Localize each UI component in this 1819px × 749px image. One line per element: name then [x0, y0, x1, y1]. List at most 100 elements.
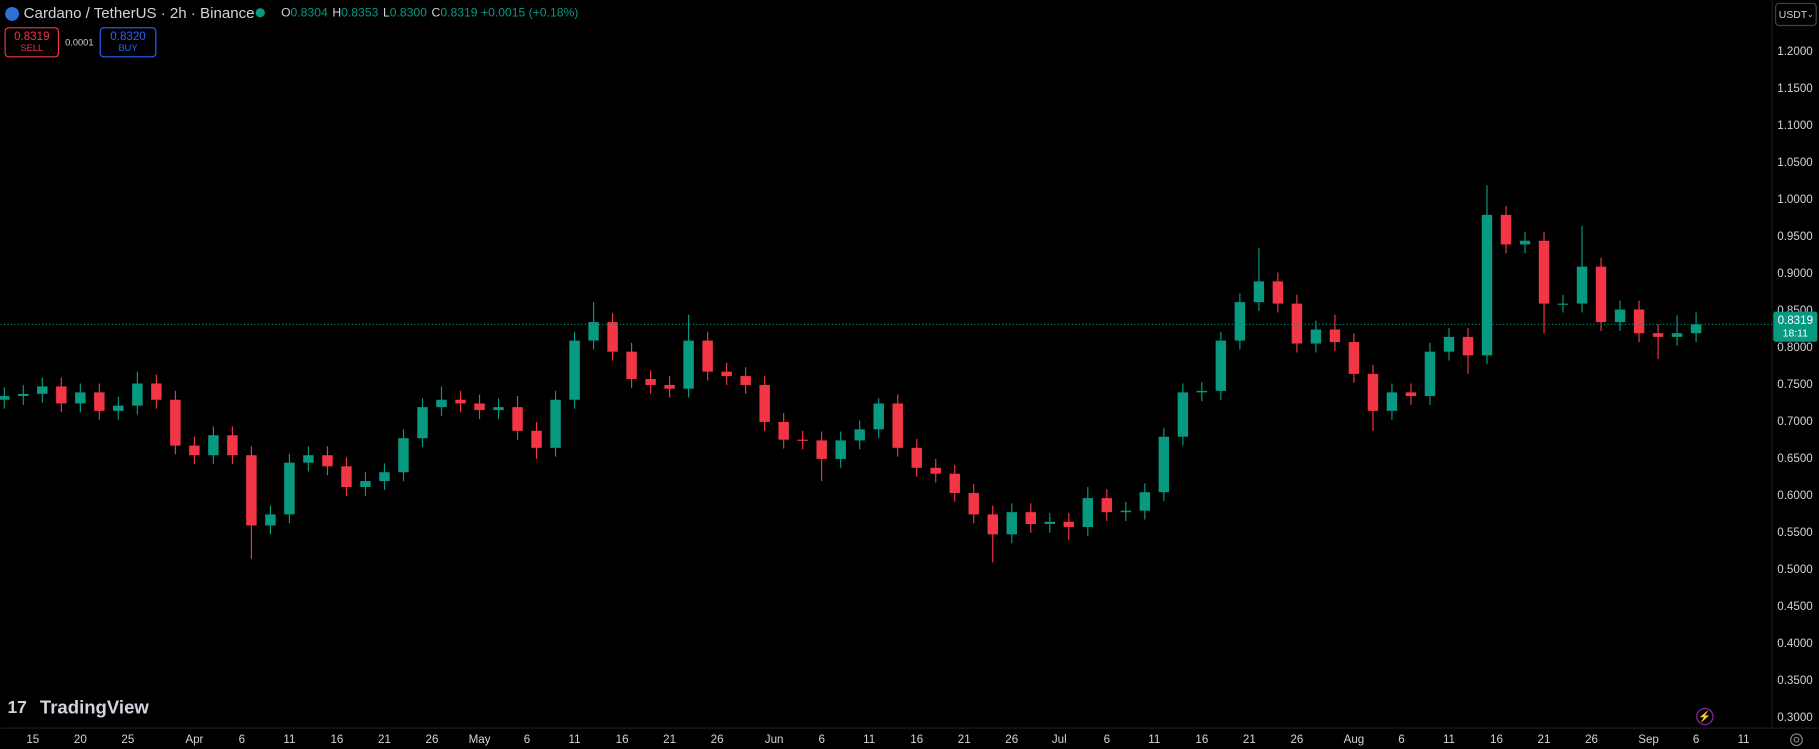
candle-body — [1044, 521, 1056, 525]
y-tick-label: 0.6000 — [1777, 490, 1812, 502]
brand-name[interactable]: TradingView — [40, 696, 149, 717]
candle-body — [360, 481, 371, 488]
ohlc-key: H — [332, 6, 341, 20]
ohlc-value: 0.8319 — [440, 6, 477, 20]
x-tick-label: 21 — [1243, 734, 1256, 746]
candle-body — [1538, 240, 1550, 304]
candle-body — [512, 407, 523, 431]
candle-body — [75, 392, 86, 404]
x-tick-label: 21 — [958, 734, 971, 746]
candle-body — [645, 379, 656, 385]
sell-button[interactable] — [4, 27, 60, 58]
price-tag-value: 0.8319 — [1778, 315, 1813, 327]
candle-body — [664, 384, 675, 389]
candle-body — [1291, 303, 1303, 344]
candle-body — [94, 392, 105, 411]
candle-body — [113, 405, 124, 411]
y-tick-label: 0.3000 — [1777, 712, 1812, 724]
x-tick-label: 21 — [378, 734, 391, 746]
candle-body — [987, 514, 998, 535]
candle-body — [835, 440, 846, 459]
ohlc-value: 0.8300 — [390, 6, 427, 20]
candle-body — [208, 435, 219, 456]
x-tick-label: 6 — [1104, 734, 1110, 746]
candle-body — [1348, 342, 1360, 374]
spread: 0.0001 — [65, 37, 93, 47]
candle-body — [1196, 390, 1208, 393]
ohlc-key: C — [432, 6, 441, 20]
price-tag — [1773, 311, 1818, 342]
candle-body — [1101, 498, 1113, 513]
candle-body — [1443, 336, 1455, 352]
x-tick-label: 6 — [818, 734, 824, 746]
x-tick-label: 26 — [1290, 734, 1303, 746]
y-tick-label: 0.4500 — [1777, 601, 1812, 613]
market-status[interactable] — [255, 8, 265, 18]
candle-body — [550, 399, 561, 448]
y-tick-label: 0.4000 — [1777, 638, 1812, 650]
sell-price: 0.8319 — [14, 31, 49, 43]
x-tick-label: 6 — [1398, 734, 1404, 746]
lightning-button[interactable] — [1696, 707, 1714, 726]
y-tick-label: 1.1500 — [1777, 83, 1812, 95]
buy-button[interactable] — [99, 27, 157, 58]
x-tick-label: 16 — [1490, 734, 1503, 746]
candle-body — [892, 403, 903, 448]
candle-body — [18, 393, 29, 397]
candle-body — [1367, 373, 1379, 411]
settings-button[interactable] — [1790, 733, 1803, 747]
symbol-title[interactable]: Cardano / TetherUS · 2h · Binance — [24, 5, 255, 22]
lightning-icon: ⚡ — [1698, 710, 1711, 723]
candle-body — [1614, 309, 1626, 323]
x-tick-label: Apr — [185, 734, 203, 746]
price-tag-countdown: 18:11 — [1783, 328, 1809, 339]
y-tick-label: 0.5500 — [1777, 527, 1812, 539]
x-tick-label: 11 — [1443, 734, 1455, 746]
candle-body — [284, 462, 295, 515]
candle-body — [607, 322, 618, 352]
candle-body — [949, 473, 960, 493]
candle-body — [189, 445, 200, 456]
candle-body — [1633, 309, 1645, 334]
candle-body — [170, 399, 181, 446]
candle-body — [1329, 329, 1341, 343]
y-tick-label: 1.1000 — [1777, 120, 1812, 132]
candle-body — [246, 455, 257, 526]
x-tick-label: 26 — [426, 734, 439, 746]
x-tick-label: 11 — [863, 734, 875, 746]
settings-icon — [1793, 736, 1800, 743]
x-tick-label: 16 — [1195, 734, 1208, 746]
x-tick-label: Sep — [1638, 734, 1659, 746]
candle-body — [1272, 281, 1284, 304]
candle-body — [132, 383, 143, 406]
candle-body — [1576, 266, 1588, 304]
y-tick-label: 1.2000 — [1777, 46, 1812, 58]
currency-button[interactable] — [1775, 2, 1817, 27]
candle-body — [1158, 436, 1170, 493]
candle-body — [151, 383, 162, 400]
candle-body — [1234, 302, 1246, 341]
sell-label: SELL — [20, 43, 43, 53]
candle-body — [930, 467, 941, 474]
x-tick-label: 20 — [74, 734, 87, 746]
candle-body — [1063, 521, 1075, 527]
candle-body — [759, 384, 770, 422]
candle-body — [455, 399, 466, 404]
candle-body — [797, 439, 808, 441]
x-tick-label: 26 — [1585, 734, 1598, 746]
ohlc-key: L — [383, 6, 390, 20]
candle-body — [1139, 492, 1151, 511]
candle-body — [1462, 336, 1474, 356]
candle-body — [1690, 324, 1702, 334]
x-tick-label: 11 — [569, 734, 581, 746]
candle-body — [569, 340, 580, 400]
candle-body — [379, 472, 390, 482]
candle-body — [56, 386, 67, 404]
candle-body — [474, 403, 485, 411]
candle-body — [37, 386, 48, 394]
y-tick-label: 0.5000 — [1777, 564, 1812, 576]
x-tick-label: 16 — [331, 734, 344, 746]
candle-body — [1253, 281, 1265, 303]
